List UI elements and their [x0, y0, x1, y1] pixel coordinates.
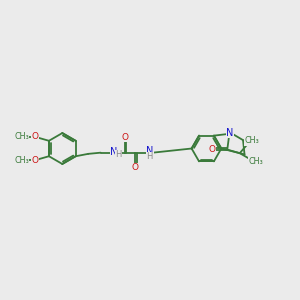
- Text: CH₃: CH₃: [14, 156, 29, 165]
- Text: H: H: [146, 152, 153, 161]
- Text: H: H: [115, 150, 122, 159]
- Text: CH₃: CH₃: [14, 132, 29, 141]
- Text: CH₃: CH₃: [245, 136, 260, 146]
- Text: N: N: [226, 128, 234, 138]
- Text: N: N: [146, 146, 153, 157]
- Text: O: O: [31, 156, 38, 165]
- Text: O: O: [31, 132, 38, 141]
- Text: CH₃: CH₃: [248, 157, 263, 166]
- Text: O: O: [132, 163, 139, 172]
- Text: O: O: [122, 133, 128, 142]
- Text: O: O: [208, 145, 215, 154]
- Text: N: N: [110, 147, 117, 157]
